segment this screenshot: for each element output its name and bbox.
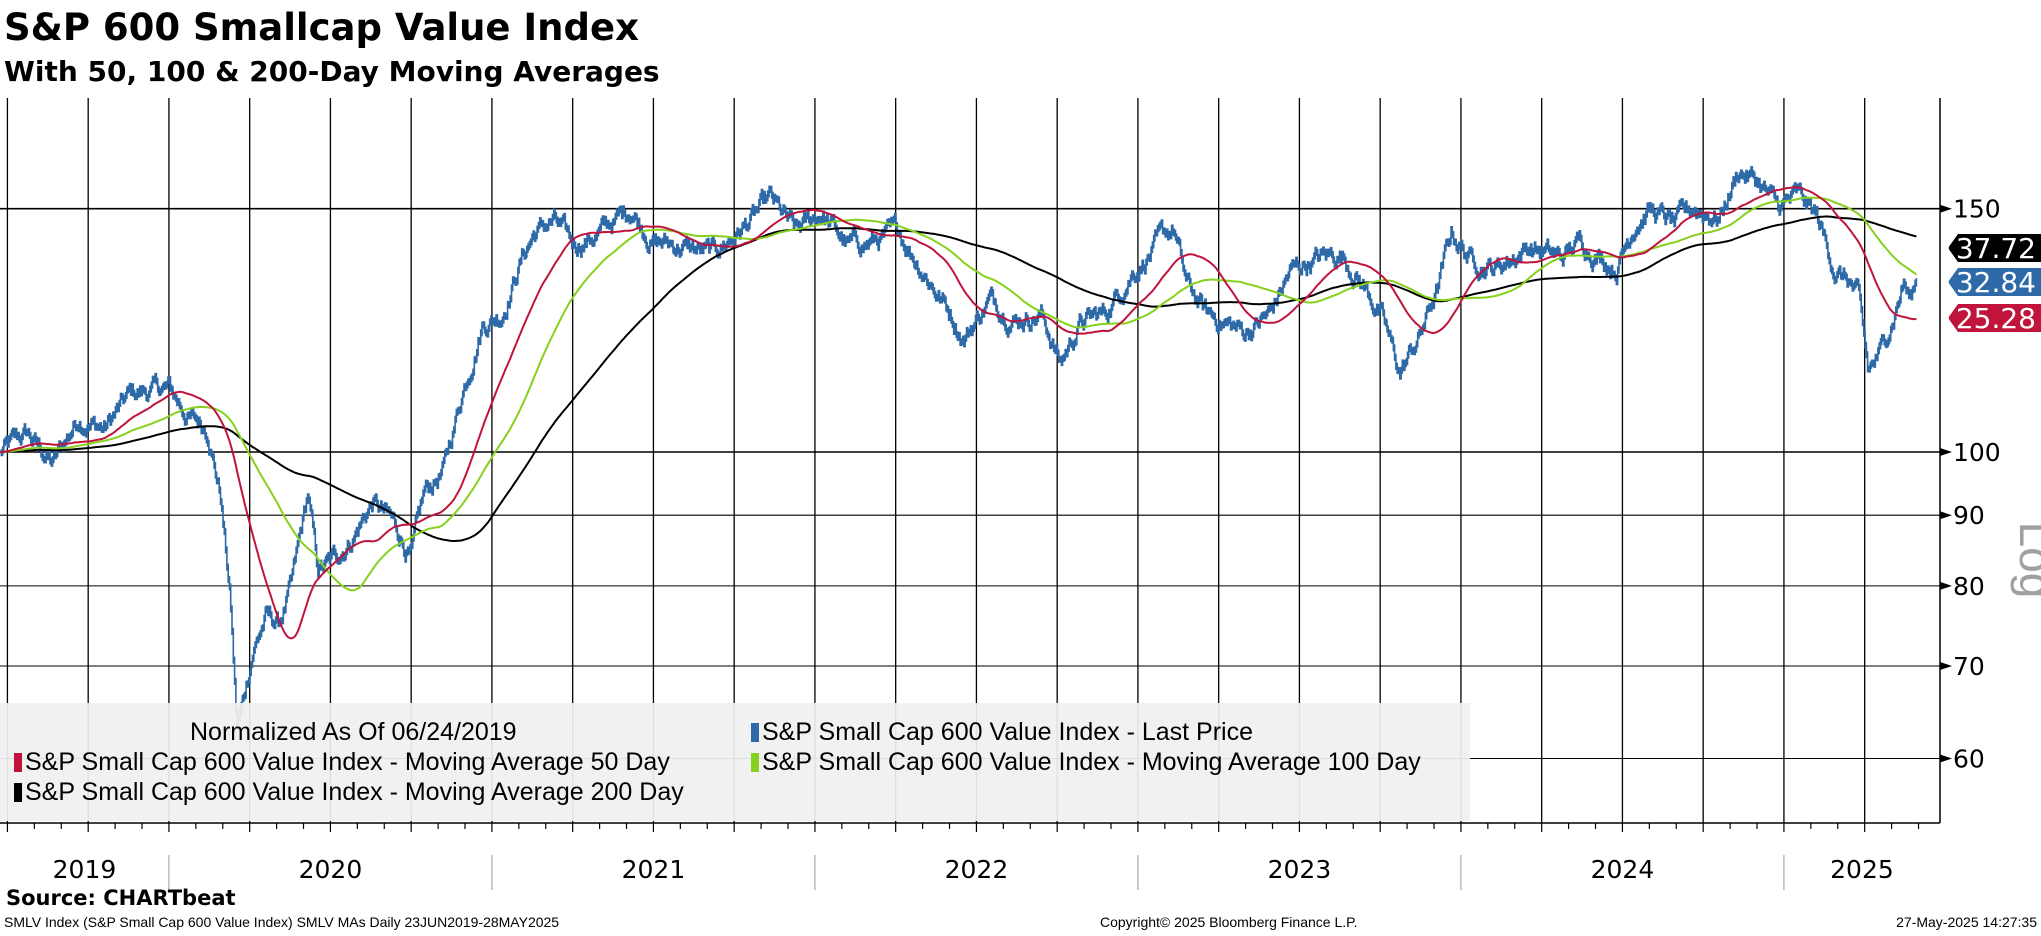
- y-tick-label: 60: [1953, 744, 1985, 773]
- y-tick-marker: [1940, 662, 1952, 671]
- y-tick-label: 80: [1953, 572, 1985, 601]
- log-scale-label: Log: [2010, 522, 2041, 599]
- axes: 60 70 80 90 100 150 2019 2020 2021 2022 2023 2024 20…: [0, 98, 2041, 890]
- legend-label-ma100: S&P Small Cap 600 Value Index - Moving A…: [762, 748, 1421, 776]
- x-year-label: 2021: [622, 855, 686, 884]
- footer-copyright: Copyright© 2025 Bloomberg Finance L.P.: [1100, 914, 1358, 930]
- y-tick-label: 70: [1953, 652, 1985, 681]
- legend-label-ma50: S&P Small Cap 600 Value Index - Moving A…: [25, 748, 670, 776]
- y-tick-marker: [1940, 511, 1952, 520]
- legend: Normalized As Of 06/24/2019 S&P Small Ca…: [0, 703, 1470, 821]
- legend-swatch-price: [751, 723, 759, 742]
- legend-background: [0, 703, 1470, 821]
- source-label: Source: CHARTbeat: [6, 886, 236, 910]
- x-year-label: 2022: [945, 855, 1009, 884]
- footer-timestamp: 27-May-2025 14:27:35: [1896, 914, 2037, 930]
- x-year-label: 2025: [1830, 855, 1894, 884]
- series-ma50: [0, 186, 1917, 640]
- last-value-label-ma200: 137.72: [1938, 232, 2036, 265]
- x-year-label: 2019: [53, 855, 117, 884]
- x-year-label: 2024: [1591, 855, 1655, 884]
- last-value-label-price: 132.84: [1938, 266, 2036, 299]
- chart-title: S&P 600 Smallcap Value Index: [4, 6, 639, 49]
- legend-swatch-ma200: [14, 783, 22, 802]
- footer-description: SMLV Index (S&P Small Cap 600 Value Inde…: [4, 914, 560, 930]
- y-tick-label: 90: [1953, 501, 1985, 530]
- y-tick-marker: [1940, 204, 1952, 213]
- last-value-tag-ma50: [1948, 304, 2041, 332]
- last-value-label-ma50: 125.28: [1938, 302, 2036, 335]
- legend-label-price: S&P Small Cap 600 Value Index - Last Pri…: [762, 718, 1253, 746]
- x-year-label: 2020: [299, 855, 363, 884]
- last-value-tag-price: [1948, 268, 2041, 296]
- y-tick-marker: [1940, 581, 1952, 590]
- legend-swatch-ma50: [14, 753, 22, 772]
- series-ma100: [0, 196, 1917, 592]
- y-tick-marker: [1940, 754, 1952, 763]
- last-value-tag-ma200: [1948, 234, 2041, 262]
- legend-swatch-ma100: [751, 753, 759, 772]
- series-ma200: [0, 215, 1917, 542]
- y-tick-label: 150: [1953, 195, 2001, 224]
- x-year-label: 2023: [1268, 855, 1332, 884]
- chart-subtitle: With 50, 100 & 200-Day Moving Averages: [4, 55, 660, 88]
- series-lines: [0, 166, 1918, 731]
- legend-header: Normalized As Of 06/24/2019: [190, 718, 517, 746]
- legend-label-ma200: S&P Small Cap 600 Value Index - Moving A…: [25, 778, 684, 806]
- series-price: [0, 166, 1918, 731]
- y-tick-label: 100: [1953, 438, 2001, 467]
- y-tick-marker: [1940, 448, 1952, 456]
